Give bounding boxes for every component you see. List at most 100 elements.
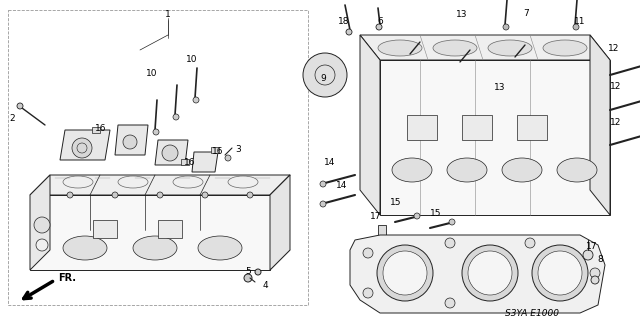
Circle shape: [445, 238, 455, 248]
Circle shape: [72, 138, 92, 158]
Circle shape: [320, 201, 326, 207]
Bar: [462, 115, 492, 140]
Text: 15: 15: [430, 209, 442, 218]
Text: 2: 2: [9, 114, 15, 123]
Ellipse shape: [502, 158, 542, 182]
Circle shape: [34, 217, 50, 233]
Circle shape: [202, 192, 208, 198]
Circle shape: [383, 251, 427, 295]
Text: 13: 13: [494, 83, 506, 92]
Circle shape: [112, 192, 118, 198]
Polygon shape: [30, 175, 290, 195]
Bar: [211, 147, 219, 153]
Bar: [378, 225, 386, 235]
Circle shape: [162, 145, 178, 161]
Circle shape: [445, 298, 455, 308]
Ellipse shape: [198, 236, 242, 260]
Circle shape: [123, 135, 137, 149]
Circle shape: [17, 103, 23, 109]
Circle shape: [173, 114, 179, 120]
Text: 3: 3: [235, 145, 241, 154]
Circle shape: [449, 219, 455, 225]
Polygon shape: [30, 195, 270, 270]
Circle shape: [538, 251, 582, 295]
Polygon shape: [270, 175, 290, 270]
Bar: [407, 115, 437, 140]
Ellipse shape: [378, 40, 422, 56]
Circle shape: [573, 24, 579, 30]
Circle shape: [590, 268, 600, 278]
Text: 4: 4: [262, 282, 268, 291]
Polygon shape: [60, 130, 110, 160]
Circle shape: [320, 181, 326, 187]
Polygon shape: [192, 152, 218, 172]
Text: 9: 9: [320, 74, 326, 83]
Ellipse shape: [392, 158, 432, 182]
Ellipse shape: [133, 236, 177, 260]
Text: 15: 15: [390, 197, 402, 206]
Circle shape: [363, 248, 373, 258]
Circle shape: [532, 245, 588, 301]
Polygon shape: [380, 60, 610, 215]
Text: 6: 6: [377, 17, 383, 26]
Ellipse shape: [447, 158, 487, 182]
Polygon shape: [360, 35, 610, 60]
Text: 14: 14: [336, 180, 348, 189]
Bar: [517, 115, 547, 140]
Circle shape: [525, 238, 535, 248]
Ellipse shape: [543, 40, 587, 56]
Circle shape: [247, 192, 253, 198]
Text: 16: 16: [184, 157, 196, 166]
Text: 5: 5: [245, 267, 251, 276]
Circle shape: [462, 245, 518, 301]
Polygon shape: [350, 235, 605, 313]
Circle shape: [503, 24, 509, 30]
Circle shape: [67, 192, 73, 198]
Ellipse shape: [63, 236, 107, 260]
Text: 10: 10: [186, 54, 198, 63]
Polygon shape: [155, 140, 188, 165]
Text: 8: 8: [597, 255, 603, 265]
Text: 13: 13: [456, 10, 468, 19]
Circle shape: [377, 245, 433, 301]
Text: 14: 14: [324, 157, 336, 166]
Text: 18: 18: [339, 17, 349, 26]
Text: 11: 11: [574, 17, 586, 26]
Circle shape: [244, 274, 252, 282]
Bar: [93, 220, 117, 238]
Ellipse shape: [488, 40, 532, 56]
Bar: [92, 127, 100, 133]
Polygon shape: [360, 35, 380, 215]
Text: 17: 17: [586, 242, 598, 251]
Text: S3YA E1000: S3YA E1000: [505, 308, 559, 317]
Circle shape: [193, 97, 199, 103]
Circle shape: [468, 251, 512, 295]
Polygon shape: [30, 175, 50, 270]
Circle shape: [363, 288, 373, 298]
Circle shape: [255, 269, 261, 275]
Text: 12: 12: [611, 117, 621, 126]
Polygon shape: [590, 35, 610, 215]
Text: 17: 17: [371, 212, 381, 220]
Bar: [181, 159, 189, 165]
Circle shape: [414, 213, 420, 219]
Text: 12: 12: [611, 82, 621, 91]
Text: 10: 10: [147, 68, 157, 77]
Bar: [158, 220, 182, 238]
Text: 16: 16: [212, 147, 224, 156]
Text: 1: 1: [165, 10, 171, 19]
Circle shape: [376, 24, 382, 30]
Circle shape: [153, 129, 159, 135]
Ellipse shape: [557, 158, 597, 182]
Ellipse shape: [433, 40, 477, 56]
Text: FR.: FR.: [58, 273, 76, 283]
Text: 7: 7: [523, 9, 529, 18]
Circle shape: [36, 239, 48, 251]
Text: 16: 16: [95, 124, 107, 132]
Circle shape: [583, 250, 593, 260]
Text: 12: 12: [608, 44, 620, 52]
Bar: [8, 10, 308, 305]
Circle shape: [346, 29, 352, 35]
Circle shape: [225, 155, 231, 161]
Polygon shape: [115, 125, 148, 155]
